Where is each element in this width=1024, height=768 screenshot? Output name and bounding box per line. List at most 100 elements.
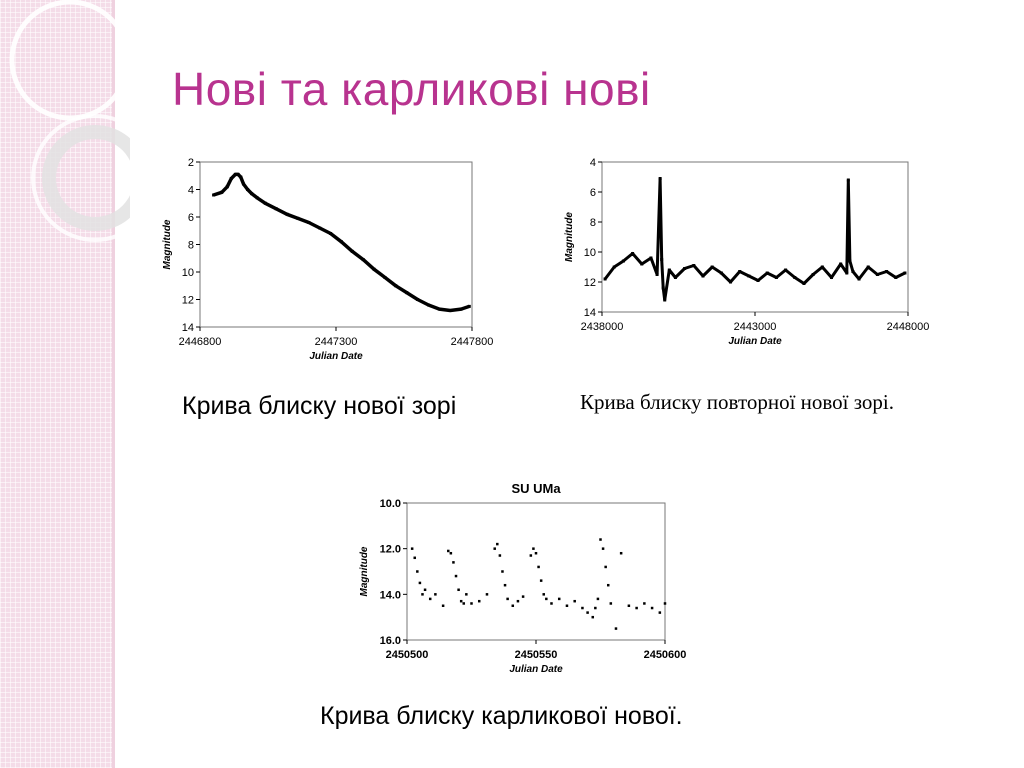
data-point [663, 298, 667, 302]
data-point [274, 207, 278, 211]
data-point [774, 276, 778, 279]
data-point [857, 277, 861, 281]
data-point [885, 270, 889, 273]
data-point [839, 262, 843, 266]
data-point [516, 599, 520, 603]
data-point [296, 216, 300, 220]
data-point [465, 593, 468, 596]
data-point [441, 604, 445, 607]
x-tick-label: 2443000 [734, 321, 777, 333]
data-point [506, 597, 509, 601]
data-point [426, 303, 430, 307]
data-point [875, 273, 879, 276]
x-tick-label: 2450550 [515, 649, 558, 661]
data-point [255, 196, 259, 200]
data-point [410, 547, 414, 550]
y-tick-label: 14.0 [380, 589, 401, 601]
data-point [802, 282, 806, 285]
x-tick-label: 2446800 [179, 336, 222, 348]
data-point [673, 276, 677, 279]
x-tick-label: 2450500 [386, 649, 429, 661]
x-tick-label: 2438000 [581, 321, 624, 333]
data-point [550, 602, 553, 605]
data-point [263, 201, 267, 205]
data-point [437, 307, 441, 311]
data-point [658, 611, 662, 614]
data-point [619, 551, 623, 555]
data-point [236, 172, 240, 176]
data-point [649, 256, 653, 260]
data-point [765, 271, 769, 275]
data-point [658, 177, 662, 180]
side-band-edge [112, 0, 115, 768]
data-point [242, 182, 246, 186]
data-point [586, 611, 589, 614]
data-point [493, 547, 496, 550]
data-point [329, 232, 333, 235]
data-point [830, 276, 833, 279]
data-point [599, 538, 602, 541]
data-point [866, 265, 870, 269]
data-point [405, 291, 409, 295]
data-point [350, 249, 354, 253]
decorative-rings [9, 0, 130, 242]
data-point [565, 604, 569, 607]
data-point [591, 615, 595, 619]
data-point [423, 588, 427, 592]
data-point [614, 627, 618, 630]
y-tick-label: 6 [590, 187, 596, 199]
data-point [845, 271, 849, 275]
x-tick-label: 2447800 [451, 336, 494, 348]
data-point [545, 597, 548, 601]
plot-area [199, 161, 473, 328]
data-point [477, 599, 481, 603]
data-point [529, 554, 533, 557]
data-point [372, 267, 376, 271]
x-axis-label: Julian Date [728, 336, 782, 347]
data-point [233, 172, 237, 176]
data-point [511, 604, 515, 607]
data-point [683, 267, 687, 270]
data-point [692, 264, 696, 267]
y-tick-label: 10.0 [380, 498, 401, 510]
data-point [339, 240, 343, 244]
data-point [239, 175, 243, 179]
data-point [701, 274, 705, 278]
data-point [413, 556, 416, 560]
x-tick-label: 2450600 [644, 649, 687, 661]
y-tick-label: 12 [584, 277, 596, 289]
y-tick-label: 4 [188, 185, 194, 197]
y-tick-label: 16.0 [380, 635, 401, 647]
data-point [225, 185, 229, 189]
data-point [604, 565, 607, 569]
data-point [459, 307, 463, 311]
y-axis-label: Magnitude [359, 546, 370, 596]
y-tick-label: 10 [584, 247, 596, 259]
data-point [418, 581, 422, 585]
data-point [449, 551, 453, 555]
data-point [661, 286, 665, 290]
data-point [459, 599, 463, 603]
data-point [434, 593, 437, 596]
data-point [621, 259, 625, 263]
data-point [573, 599, 576, 603]
data-point [635, 606, 638, 610]
data-point [846, 178, 850, 182]
plot-area [601, 161, 909, 313]
data-point [454, 574, 458, 578]
data-point [643, 602, 646, 605]
data-point [361, 258, 365, 262]
data-point [534, 551, 538, 555]
slide-title: Нові та карликові нові [172, 63, 651, 115]
data-point [457, 588, 460, 592]
y-tick-label: 14 [182, 322, 194, 334]
y-tick-label: 6 [188, 212, 194, 224]
data-point [609, 602, 613, 605]
data-point [603, 277, 607, 281]
data-point [532, 547, 535, 550]
data-point [428, 597, 432, 601]
data-point [318, 226, 322, 230]
data-point [820, 265, 824, 269]
data-point [462, 602, 466, 605]
x-axis-label: Julian Date [309, 351, 363, 362]
